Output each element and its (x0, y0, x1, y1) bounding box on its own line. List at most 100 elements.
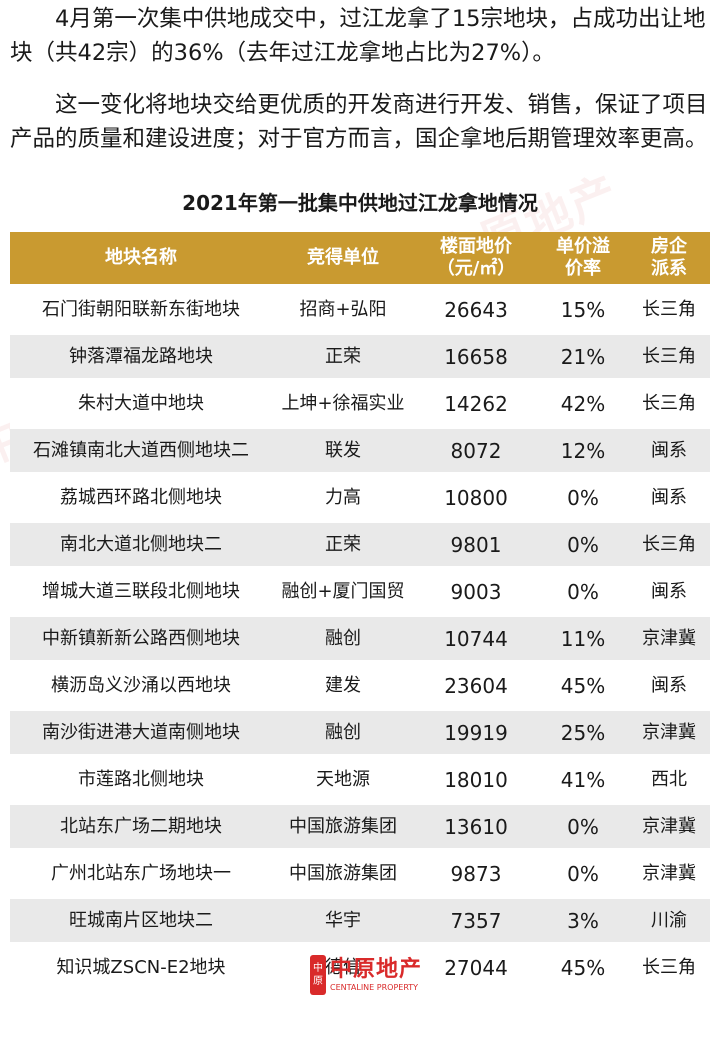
cell-developer-group: 长三角 (628, 382, 710, 429)
cell-premium-rate: 41% (538, 758, 628, 805)
cell-winner: 融创 (272, 711, 414, 758)
cell-plot-name: 知识城ZSCN-E2地块 (10, 946, 272, 993)
header-developer-group: 房企派系 (628, 232, 710, 288)
cell-winner: 融创+厦门国贸 (272, 570, 414, 617)
cell-developer-group: 闽系 (628, 570, 710, 617)
cell-floor-price: 10800 (414, 476, 538, 523)
cell-premium-rate: 0% (538, 570, 628, 617)
cell-premium-rate: 3% (538, 899, 628, 946)
table-row: 荔城西环路北侧地块 力高 10800 0% 闽系 (10, 476, 710, 523)
cell-floor-price: 18010 (414, 758, 538, 805)
table-row: 增城大道三联段北侧地块 融创+厦门国贸 9003 0% 闽系 (10, 570, 710, 617)
cell-plot-name: 石门街朝阳联新东街地块 (10, 288, 272, 335)
cell-winner: 力高 (272, 476, 414, 523)
table-header-row: 地块名称 竞得单位 楼面地价（元/㎡） 单价溢价率 房企派系 (10, 232, 710, 288)
centaline-logo: 中原 中原地产 CENTALINE PROPERTY (310, 955, 422, 995)
cell-floor-price: 9003 (414, 570, 538, 617)
cell-floor-price: 16658 (414, 335, 538, 382)
cell-premium-rate: 15% (538, 288, 628, 335)
header-floor-price: 楼面地价（元/㎡） (414, 232, 538, 288)
cell-premium-rate: 0% (538, 476, 628, 523)
cell-developer-group: 长三角 (628, 335, 710, 382)
cell-floor-price: 7357 (414, 899, 538, 946)
table-row: 市莲路北侧地块 天地源 18010 41% 西北 (10, 758, 710, 805)
cell-developer-group: 长三角 (628, 523, 710, 570)
cell-premium-rate: 21% (538, 335, 628, 382)
cell-premium-rate: 0% (538, 852, 628, 899)
table-row: 石门街朝阳联新东街地块 招商+弘阳 26643 15% 长三角 (10, 288, 710, 335)
cell-premium-rate: 12% (538, 429, 628, 476)
table-row: 中新镇新新公路西侧地块 融创 10744 11% 京津冀 (10, 617, 710, 664)
header-premium-rate: 单价溢价率 (538, 232, 628, 288)
cell-floor-price: 19919 (414, 711, 538, 758)
cell-plot-name: 荔城西环路北侧地块 (10, 476, 272, 523)
cell-developer-group: 西北 (628, 758, 710, 805)
cell-plot-name: 朱村大道中地块 (10, 382, 272, 429)
logo-cn-text: 中原地产 (330, 957, 423, 982)
cell-plot-name: 中新镇新新公路西侧地块 (10, 617, 272, 664)
table-row: 钟落潭福龙路地块 正荣 16658 21% 长三角 (10, 335, 710, 382)
cell-plot-name: 增城大道三联段北侧地块 (10, 570, 272, 617)
cell-premium-rate: 45% (538, 946, 628, 993)
cell-developer-group: 川渝 (628, 899, 710, 946)
table-row: 石滩镇南北大道西侧地块二 联发 8072 12% 闽系 (10, 429, 710, 476)
cell-developer-group: 闽系 (628, 476, 710, 523)
cell-developer-group: 京津冀 (628, 711, 710, 758)
cell-developer-group: 京津冀 (628, 805, 710, 852)
cell-winner: 联发 (272, 429, 414, 476)
cell-plot-name: 市莲路北侧地块 (10, 758, 272, 805)
header-plot-name: 地块名称 (10, 232, 272, 288)
cell-developer-group: 京津冀 (628, 617, 710, 664)
cell-winner: 正荣 (272, 335, 414, 382)
cell-floor-price: 9801 (414, 523, 538, 570)
cell-winner: 建发 (272, 664, 414, 711)
analysis-paragraph: 这一变化将地块交给更优质的开发商进行开发、销售，保证了项目产品的质量和建设进度；… (10, 92, 708, 152)
table-row: 朱村大道中地块 上坤+徐福实业 14262 42% 长三角 (10, 382, 710, 429)
intro-paragraph: 4月第一次集中供地成交中，过江龙拿了15宗地块，占成功出让地块（共42宗）的36… (10, 6, 706, 66)
table-row: 南沙街进港大道南侧地块 融创 19919 25% 京津冀 (10, 711, 710, 758)
table-row: 广州北站东广场地块一 中国旅游集团 9873 0% 京津冀 (10, 852, 710, 899)
cell-plot-name: 北站东广场二期地块 (10, 805, 272, 852)
cell-developer-group: 长三角 (628, 946, 710, 993)
cell-plot-name: 广州北站东广场地块一 (10, 852, 272, 899)
cell-premium-rate: 11% (538, 617, 628, 664)
cell-plot-name: 旺城南片区地块二 (10, 899, 272, 946)
cell-floor-price: 9873 (414, 852, 538, 899)
cell-floor-price: 8072 (414, 429, 538, 476)
table-row: 北站东广场二期地块 中国旅游集团 13610 0% 京津冀 (10, 805, 710, 852)
cell-winner: 中国旅游集团 (272, 852, 414, 899)
cell-winner: 中国旅游集团 (272, 805, 414, 852)
cell-floor-price: 27044 (414, 946, 538, 993)
table-row: 旺城南片区地块二 华宇 7357 3% 川渝 (10, 899, 710, 946)
cell-floor-price: 13610 (414, 805, 538, 852)
logo-en-text: CENTALINE PROPERTY (330, 983, 419, 992)
table-row: 南北大道北侧地块二 正荣 9801 0% 长三角 (10, 523, 710, 570)
cell-plot-name: 石滩镇南北大道西侧地块二 (10, 429, 272, 476)
cell-winner: 上坤+徐福实业 (272, 382, 414, 429)
cell-premium-rate: 42% (538, 382, 628, 429)
cell-developer-group: 京津冀 (628, 852, 710, 899)
cell-floor-price: 26643 (414, 288, 538, 335)
cell-developer-group: 长三角 (628, 288, 710, 335)
cell-plot-name: 钟落潭福龙路地块 (10, 335, 272, 382)
cell-plot-name: 南沙街进港大道南侧地块 (10, 711, 272, 758)
table-row: 知识城ZSCN-E2地块 德信 27044 45% 长三角 (10, 946, 710, 993)
cell-winner: 融创 (272, 617, 414, 664)
cell-premium-rate: 0% (538, 805, 628, 852)
cell-winner: 德信 (272, 946, 414, 993)
land-table: 地块名称 竞得单位 楼面地价（元/㎡） 单价溢价率 房企派系 石门街朝阳联新东街… (10, 232, 710, 993)
cell-floor-price: 10744 (414, 617, 538, 664)
cell-developer-group: 闽系 (628, 429, 710, 476)
cell-winner: 华宇 (272, 899, 414, 946)
cell-plot-name: 南北大道北侧地块二 (10, 523, 272, 570)
logo-mark: 中原 (310, 955, 326, 995)
cell-winner: 正荣 (272, 523, 414, 570)
header-winner: 竞得单位 (272, 232, 414, 288)
table-title: 2021年第一批集中供地过江龙拿地情况 (182, 191, 538, 215)
cell-floor-price: 14262 (414, 382, 538, 429)
cell-plot-name: 横沥岛义沙涌以西地块 (10, 664, 272, 711)
cell-premium-rate: 0% (538, 523, 628, 570)
cell-winner: 招商+弘阳 (272, 288, 414, 335)
cell-premium-rate: 25% (538, 711, 628, 758)
cell-winner: 天地源 (272, 758, 414, 805)
